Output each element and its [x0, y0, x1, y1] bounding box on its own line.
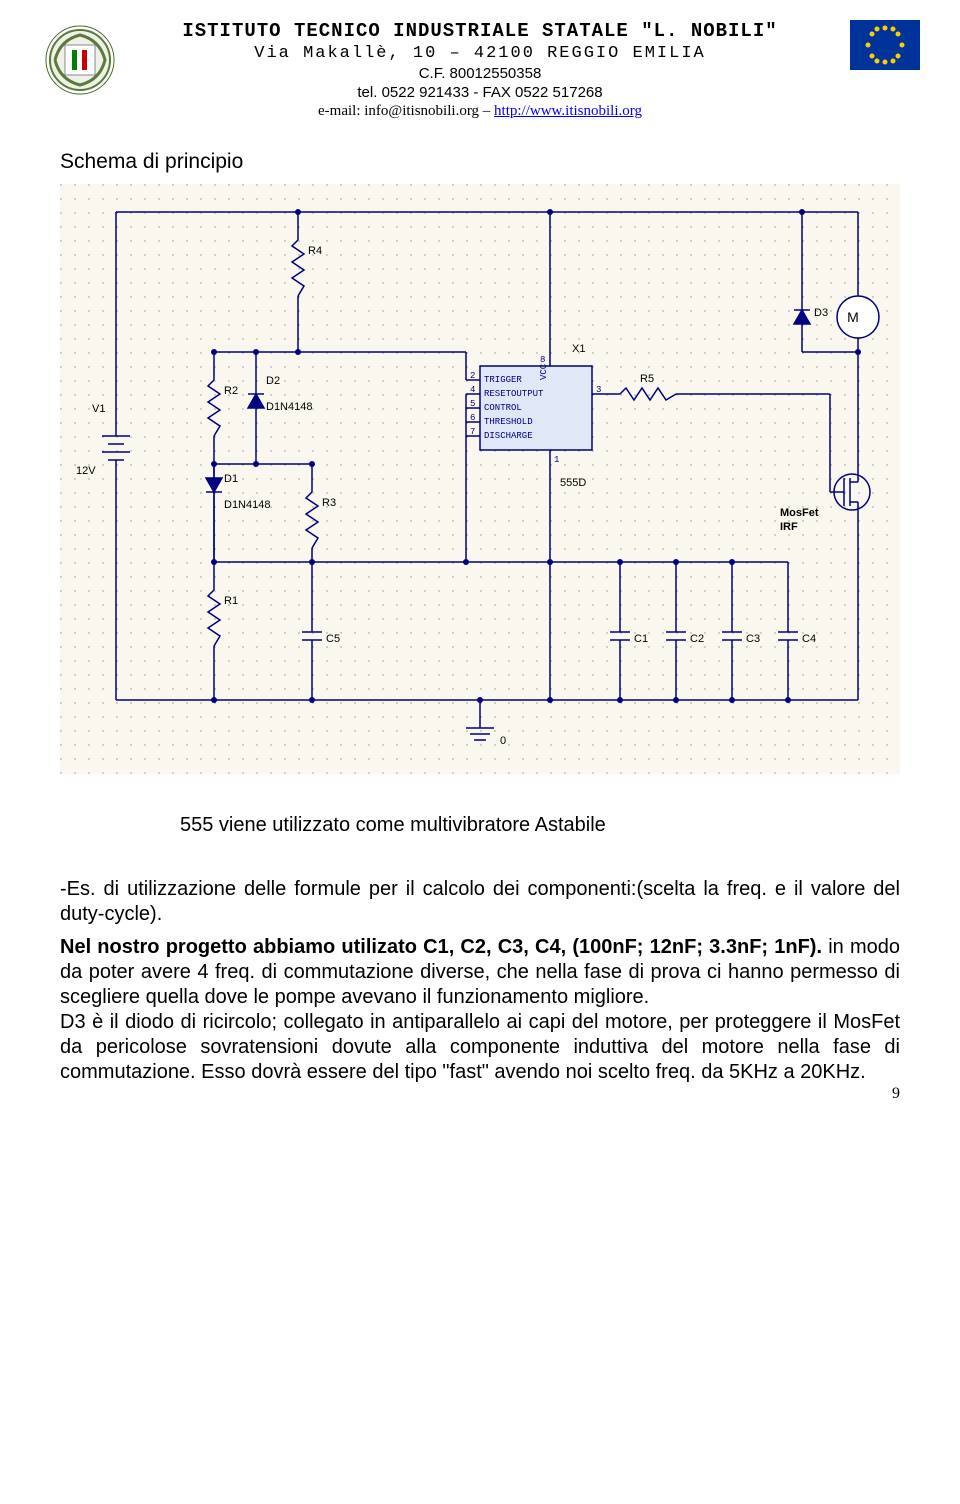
- institute-address: Via Makallè, 10 – 42100 REGGIO EMILIA: [140, 44, 820, 63]
- svg-text:R1: R1: [224, 595, 238, 607]
- svg-text:THRESHOLD: THRESHOLD: [484, 417, 533, 427]
- svg-text:M: M: [847, 309, 859, 325]
- svg-text:IRF: IRF: [780, 521, 798, 533]
- svg-text:C2: C2: [690, 633, 704, 645]
- svg-text:2: 2: [470, 371, 475, 381]
- svg-text:D2: D2: [266, 375, 280, 387]
- schematic-caption: 555 viene utilizzato come multivibratore…: [180, 814, 900, 837]
- institute-title: ISTITUTO TECNICO INDUSTRIALE STATALE "L.…: [140, 20, 820, 42]
- svg-text:D3: D3: [814, 307, 828, 319]
- header-text-block: ISTITUTO TECNICO INDUSTRIALE STATALE "L.…: [60, 20, 900, 120]
- svg-text:DISCHARGE: DISCHARGE: [484, 431, 533, 441]
- email-line: e-mail: info@itisnobili.org – http://www…: [140, 103, 820, 120]
- svg-text:5: 5: [470, 399, 475, 409]
- svg-text:D1N4148: D1N4148: [224, 499, 270, 511]
- paragraph-2: Nel nostro progetto abbiamo utilizato C1…: [60, 935, 900, 1010]
- section-title: Schema di principio: [60, 150, 900, 174]
- svg-text:R3: R3: [322, 497, 336, 509]
- svg-text:CONTROL: CONTROL: [484, 403, 522, 413]
- svg-text:0: 0: [500, 735, 506, 747]
- svg-text:3: 3: [596, 385, 601, 395]
- svg-text:RESETOUTPUT: RESETOUTPUT: [484, 389, 544, 399]
- svg-text:4: 4: [470, 385, 475, 395]
- svg-text:R2: R2: [224, 385, 238, 397]
- svg-text:R4: R4: [308, 245, 322, 257]
- svg-text:C5: C5: [326, 633, 340, 645]
- website-link[interactable]: http://www.itisnobili.org: [494, 103, 642, 119]
- svg-text:D1N4148: D1N4148: [266, 401, 312, 413]
- circuit-schematic: R4 R2 R3 R1 R5 V1 12V D1 D1N4148 D2 D1N4…: [60, 184, 900, 774]
- phone-fax: tel. 0522 921433 - FAX 0522 517268: [140, 84, 820, 101]
- svg-text:VCC: VCC: [539, 363, 549, 380]
- italian-emblem-icon: [40, 20, 120, 100]
- svg-text:C4: C4: [802, 633, 816, 645]
- svg-text:X1: X1: [572, 343, 585, 355]
- svg-text:6: 6: [470, 413, 475, 423]
- fiscal-code: C.F. 80012550358: [140, 65, 820, 82]
- svg-text:12V: 12V: [76, 465, 96, 477]
- svg-text:8: 8: [540, 355, 545, 365]
- svg-text:V1: V1: [92, 403, 105, 415]
- svg-text:1: 1: [554, 455, 559, 465]
- svg-text:C1: C1: [634, 633, 648, 645]
- svg-text:R5: R5: [640, 373, 654, 385]
- svg-text:C3: C3: [746, 633, 760, 645]
- paragraph-2-bold: Nel nostro progetto abbiamo utilizato C1…: [60, 936, 822, 958]
- paragraph-3: D3 è il diodo di ricircolo; collegato in…: [60, 1010, 900, 1085]
- page-number: 9: [892, 1085, 900, 1103]
- svg-text:MosFet: MosFet: [780, 507, 819, 519]
- document-header: ISTITUTO TECNICO INDUSTRIALE STATALE "L.…: [60, 20, 900, 120]
- svg-text:555D: 555D: [560, 477, 586, 489]
- email-label: e-mail: info@itisnobili.org –: [318, 103, 494, 119]
- svg-text:D1: D1: [224, 473, 238, 485]
- eu-flag-icon: [850, 20, 920, 70]
- svg-text:7: 7: [470, 427, 475, 437]
- svg-text:TRIGGER: TRIGGER: [484, 375, 522, 385]
- paragraph-1: -Es. di utilizzazione delle formule per …: [60, 877, 900, 927]
